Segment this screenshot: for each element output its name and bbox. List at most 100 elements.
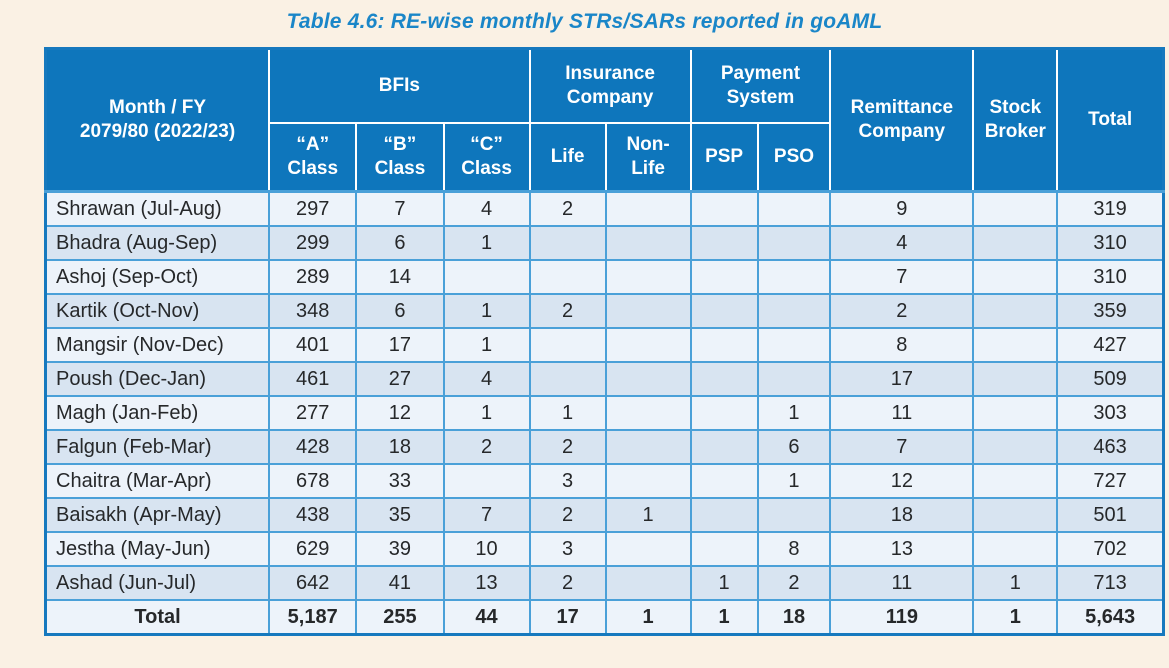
value-cell: 4 [829, 225, 975, 261]
value-cell [756, 259, 832, 295]
value-cell: 1 [972, 599, 1059, 636]
value-cell: 18 [829, 497, 975, 533]
value-cell: 12 [829, 463, 975, 499]
value-cell: 7 [355, 190, 445, 227]
value-cell: 1 [689, 565, 759, 601]
header-sub-row: “A” Class “B” Class “C” Class Life Non- … [46, 122, 1164, 193]
value-cell: 678 [268, 463, 358, 499]
value-cell: 17 [829, 361, 975, 397]
value-cell: 11 [829, 395, 975, 431]
value-cell: 3 [528, 531, 607, 567]
value-cell [604, 565, 692, 601]
value-cell: 8 [829, 327, 975, 363]
value-cell: 5,187 [268, 599, 358, 636]
page-title: Table 4.6: RE-wise monthly STRs/SARs rep… [286, 10, 883, 33]
value-cell [689, 259, 759, 295]
value-cell: 501 [1056, 497, 1165, 533]
value-cell [756, 225, 832, 261]
value-cell [972, 531, 1059, 567]
value-cell: 2 [442, 429, 531, 465]
column-header-pso: PSO [756, 122, 832, 193]
table-row: Chaitra (Mar-Apr) 678 33 3 1 12 727 [44, 463, 1165, 499]
column-header-total: Total [1056, 47, 1165, 193]
value-cell: 428 [268, 429, 358, 465]
value-cell [604, 361, 692, 397]
value-cell: 1 [756, 395, 832, 431]
value-cell [689, 293, 759, 329]
value-cell: 297 [268, 190, 358, 227]
value-cell: 2 [829, 293, 975, 329]
column-header-life: Life [528, 122, 607, 193]
value-cell: 1 [442, 327, 531, 363]
value-cell: 12 [355, 395, 445, 431]
month-cell: Magh (Jan-Feb) [44, 395, 271, 431]
value-cell: 2 [528, 190, 607, 227]
table-header: Month / FY 2079/80 (2022/23) BFIs Insura… [44, 47, 1165, 193]
value-cell: 1 [756, 463, 832, 499]
month-cell: Falgun (Feb-Mar) [44, 429, 271, 465]
value-cell: 39 [355, 531, 445, 567]
value-cell [972, 259, 1059, 295]
value-cell [604, 429, 692, 465]
column-header-remittance-company: Remittance Company [829, 47, 975, 193]
value-cell: 438 [268, 497, 358, 533]
column-group-payment-system: Payment System [689, 47, 832, 124]
value-cell [972, 225, 1059, 261]
value-cell: 629 [268, 531, 358, 567]
value-cell: 27 [355, 361, 445, 397]
month-cell: Poush (Dec-Jan) [44, 361, 271, 397]
value-cell: 6 [355, 225, 445, 261]
value-cell [442, 259, 531, 295]
value-cell: 119 [829, 599, 975, 636]
value-cell: 463 [1056, 429, 1165, 465]
value-cell: 1 [604, 497, 692, 533]
month-cell: Mangsir (Nov-Dec) [44, 327, 271, 363]
value-cell: 299 [268, 225, 358, 261]
table-row: Shrawan (Jul-Aug) 297 7 4 2 9 319 [44, 190, 1165, 227]
table-row: Magh (Jan-Feb) 277 12 1 1 1 11 303 [44, 395, 1165, 431]
column-header-c-class: “C” Class [442, 122, 531, 193]
column-header-non-life: Non- Life [604, 122, 692, 193]
column-header-stock-broker: Stock Broker [972, 47, 1059, 193]
value-cell [689, 327, 759, 363]
value-cell [972, 361, 1059, 397]
value-cell: 7 [829, 429, 975, 465]
value-cell: 2 [528, 429, 607, 465]
month-cell: Kartik (Oct-Nov) [44, 293, 271, 329]
value-cell: 17 [528, 599, 607, 636]
value-cell: 14 [355, 259, 445, 295]
value-cell: 727 [1056, 463, 1165, 499]
value-cell: 1 [442, 293, 531, 329]
value-cell [604, 225, 692, 261]
header-group-row: Month / FY 2079/80 (2022/23) BFIs Insura… [44, 47, 1165, 193]
value-cell: 35 [355, 497, 445, 533]
month-cell: Ashoj (Sep-Oct) [44, 259, 271, 295]
value-cell [689, 395, 759, 431]
value-cell: 7 [829, 259, 975, 295]
value-cell [604, 259, 692, 295]
value-cell: 702 [1056, 531, 1165, 567]
value-cell: 2 [756, 565, 832, 601]
value-cell: 2 [528, 293, 607, 329]
value-cell: 4 [442, 190, 531, 227]
column-group-bfis: BFIs [268, 47, 531, 124]
value-cell [689, 190, 759, 227]
value-cell [689, 531, 759, 567]
value-cell [528, 225, 607, 261]
table-row: Mangsir (Nov-Dec) 401 17 1 8 427 [44, 327, 1165, 363]
column-header-a-class: “A” Class [268, 122, 358, 193]
value-cell [972, 327, 1059, 363]
value-cell: 7 [442, 497, 531, 533]
month-cell: Shrawan (Jul-Aug) [44, 190, 271, 227]
table-row: Baisakh (Apr-May) 438 35 7 2 1 18 501 [44, 497, 1165, 533]
total-row: Total 5,187 255 44 17 1 1 18 119 1 5,643 [44, 599, 1165, 636]
value-cell: 6 [756, 429, 832, 465]
value-cell: 2 [528, 565, 607, 601]
month-cell: Chaitra (Mar-Apr) [44, 463, 271, 499]
table-row: Ashad (Jun-Jul) 642 41 13 2 1 2 11 1 713 [44, 565, 1165, 601]
value-cell: 11 [829, 565, 975, 601]
value-cell: 13 [442, 565, 531, 601]
value-cell [689, 463, 759, 499]
value-cell [972, 429, 1059, 465]
value-cell [972, 463, 1059, 499]
